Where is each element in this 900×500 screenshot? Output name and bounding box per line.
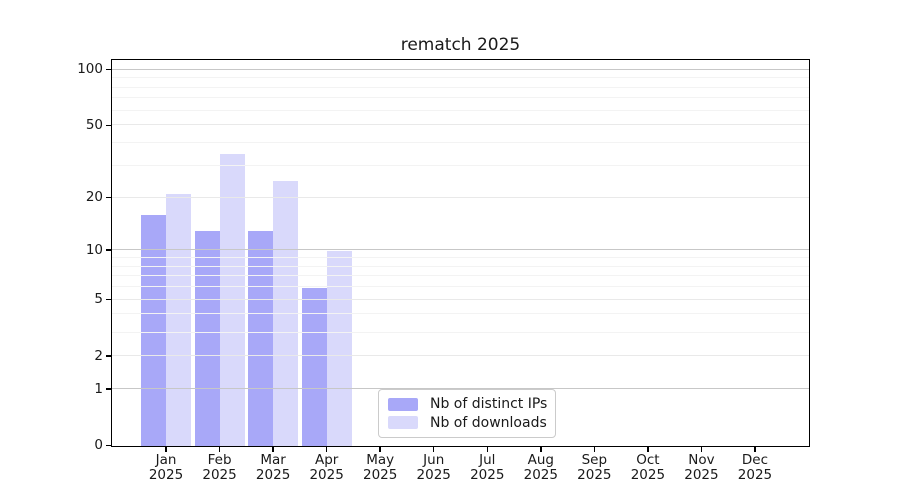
bar-nb-of-distinct-ips (301, 287, 327, 446)
bar-nb-of-downloads (326, 250, 352, 446)
x-tick-label-jun: Jun 2025 (416, 452, 451, 483)
x-axis-tick-mark (379, 447, 381, 452)
bar-nb-of-downloads (273, 180, 299, 446)
gridline-minor (112, 97, 809, 99)
legend-item-nb-of-distinct-ips: Nb of distinct IPs (388, 395, 548, 414)
bar-nb-of-downloads (166, 194, 192, 446)
y-tick-label: 50 (85, 116, 103, 133)
plot-inner (112, 60, 809, 446)
gridline-minor (112, 275, 809, 277)
y-tick-label: 100 (77, 61, 103, 78)
gridline-minor (112, 313, 809, 315)
y-tick-label: 1 (94, 380, 103, 397)
y-tick-label: 0 (94, 437, 103, 453)
gridline-major (112, 298, 809, 300)
gridline-decade (112, 388, 809, 390)
y-axis-tick-mark (106, 249, 111, 251)
y-tick-label: 10 (85, 241, 103, 258)
x-tick-label-dec: Dec 2025 (737, 452, 773, 483)
gridline-minor (112, 86, 809, 88)
x-axis-tick-mark (486, 447, 489, 452)
gridline-minor (112, 164, 809, 166)
x-axis-tick-mark (540, 447, 542, 452)
gridline-major (112, 355, 809, 357)
legend-label: Nb of distinct IPs (430, 396, 548, 413)
y-axis-tick-mark (106, 444, 111, 447)
y-axis-tick-mark (106, 355, 111, 357)
gridline-major (112, 124, 809, 126)
x-axis-tick-mark (700, 447, 703, 452)
x-tick-label-apr: Apr 2025 (309, 452, 344, 483)
plot-area (111, 59, 810, 447)
bar-nb-of-distinct-ips (194, 231, 220, 446)
legend-swatch-nb-of-downloads (388, 416, 418, 430)
bar-nb-of-downloads (219, 154, 245, 446)
chart-title: rematch 2025 (400, 35, 521, 55)
y-axis-tick-mark (106, 298, 111, 301)
y-tick-label: 5 (94, 291, 103, 308)
gridline-decade (112, 249, 809, 251)
gridline-minor (112, 256, 809, 258)
gridline-minor (112, 77, 809, 79)
x-tick-label-oct: Oct 2025 (630, 452, 666, 483)
x-tick-label-sep: Sep 2025 (577, 452, 612, 483)
gridline-minor (112, 265, 809, 267)
gridline-minor (112, 109, 809, 111)
x-tick-label-feb: Feb 2025 (202, 452, 237, 483)
y-axis-tick-mark (106, 124, 111, 127)
x-axis-tick-mark (165, 447, 167, 452)
bar-nb-of-distinct-ips (248, 231, 274, 446)
x-axis-tick-mark (272, 447, 274, 452)
x-tick-label-aug: Aug 2025 (523, 452, 558, 483)
x-tick-label-nov: Nov 2025 (684, 452, 719, 483)
gridline-major (112, 196, 809, 198)
x-axis-tick-mark (647, 447, 649, 452)
y-tick-label: 20 (85, 189, 103, 206)
x-axis-tick-mark (325, 447, 328, 452)
gridline-minor (112, 331, 809, 333)
bar-nb-of-distinct-ips (141, 215, 167, 446)
y-axis-tick-mark (106, 68, 111, 71)
x-tick-label-mar: Mar 2025 (255, 452, 291, 483)
legend: Nb of distinct IPs Nb of downloads (378, 389, 556, 438)
legend-item-nb-of-downloads: Nb of downloads (388, 414, 547, 433)
x-axis-tick-mark (754, 447, 756, 452)
x-tick-label-may: May 2025 (363, 452, 398, 483)
legend-label: Nb of downloads (430, 414, 547, 431)
x-axis-tick-mark (593, 447, 596, 452)
gridline-minor (112, 286, 809, 288)
x-tick-label-jul: Jul 2025 (470, 452, 505, 483)
gridline-decade (112, 68, 809, 70)
x-axis-tick-mark (432, 447, 435, 452)
x-tick-label-jan: Jan 2025 (148, 452, 184, 483)
y-axis-tick-mark (106, 196, 111, 199)
gridline-minor (112, 142, 809, 144)
x-axis-tick-mark (218, 447, 221, 452)
y-tick-label: 2 (94, 347, 103, 364)
legend-swatch-nb-of-distinct-ips (388, 397, 418, 411)
y-axis-tick-mark (106, 388, 111, 390)
